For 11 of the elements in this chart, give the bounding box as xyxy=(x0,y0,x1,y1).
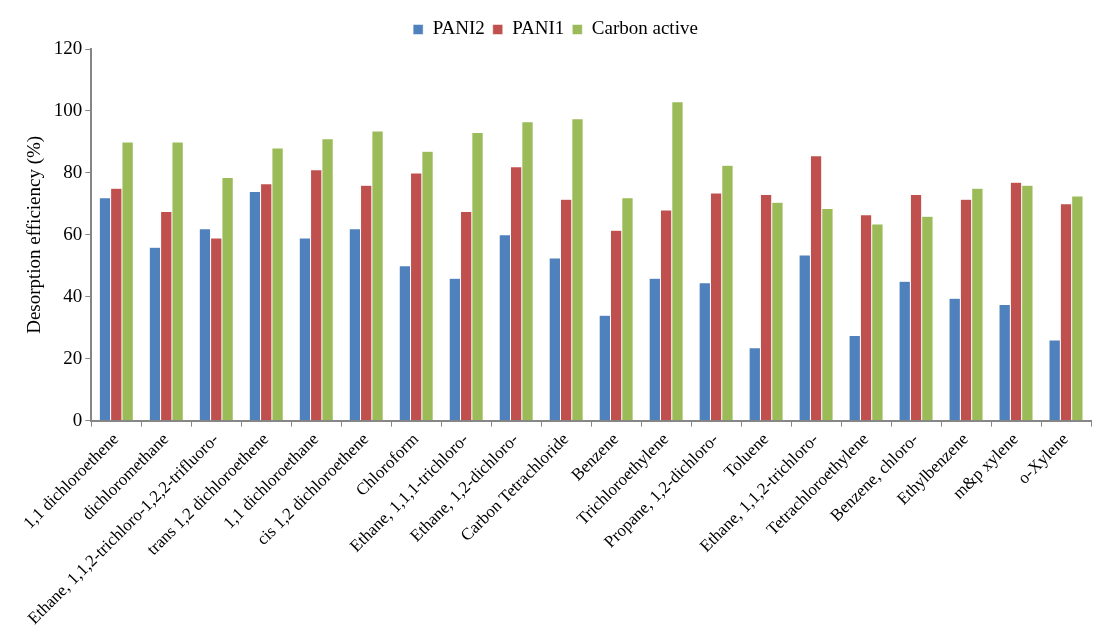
legend-label: PANI1 xyxy=(512,17,565,39)
y-tick-label: 60 xyxy=(63,222,83,244)
y-axis-title: Desorption efficiency (%) xyxy=(23,135,46,334)
y-tick-label: 100 xyxy=(53,98,83,120)
y-tick-label: 20 xyxy=(63,346,83,368)
legend-label: PANI2 xyxy=(432,17,485,39)
y-tick-label: 0 xyxy=(72,408,83,430)
legend-label: Carbon active xyxy=(591,17,698,39)
y-tick-label: 40 xyxy=(63,284,83,306)
y-tick-label: 80 xyxy=(63,160,83,182)
y-tick-label: 120 xyxy=(53,36,83,58)
